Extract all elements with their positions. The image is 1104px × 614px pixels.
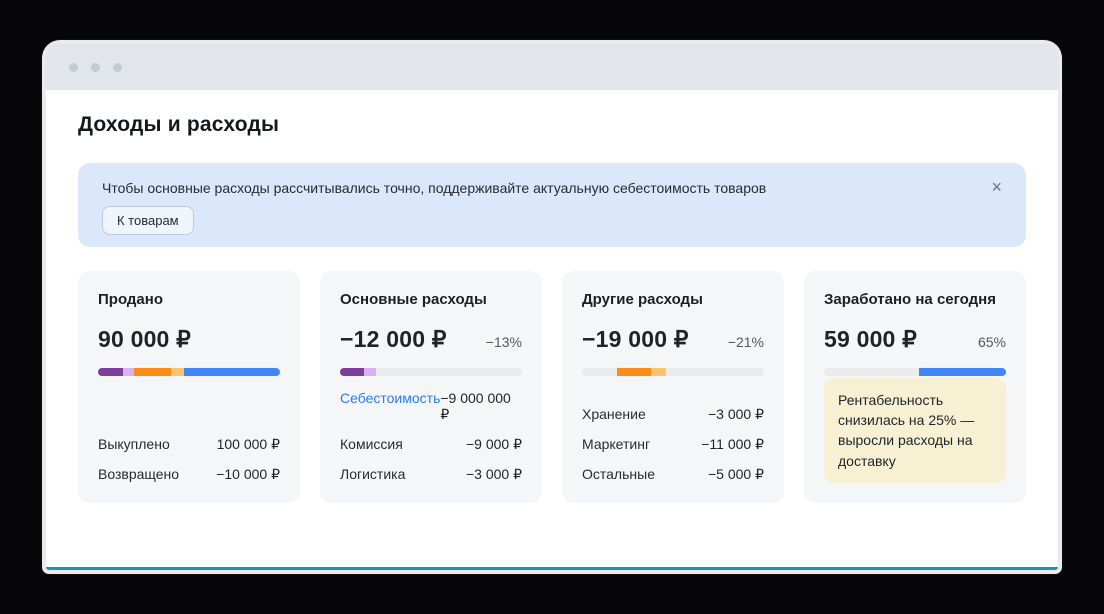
table-row: Комиссия −9 000 ₽ bbox=[340, 436, 522, 453]
card-title: Заработано на сегодня bbox=[824, 291, 996, 308]
card-percent: −13% bbox=[485, 334, 522, 350]
table-row: Хранение −3 000 ₽ bbox=[582, 406, 764, 423]
segmented-progress-bar bbox=[98, 368, 280, 376]
table-row: Выкуплено 100 000 ₽ bbox=[98, 436, 280, 453]
row-label: Выкуплено bbox=[98, 436, 170, 452]
row-value: −10 000 ₽ bbox=[216, 466, 280, 482]
row-value: −5 000 ₽ bbox=[707, 466, 764, 482]
table-row: Возвращено −10 000 ₽ bbox=[98, 466, 280, 483]
row-value: −3 000 ₽ bbox=[707, 406, 764, 422]
info-banner: Чтобы основные расходы рассчитывались то… bbox=[78, 163, 1026, 247]
row-label: Остальные bbox=[582, 466, 655, 482]
window-titlebar bbox=[46, 44, 1058, 90]
table-row: Маркетинг −11 000 ₽ bbox=[582, 436, 764, 453]
card-value: 90 000 ₽ bbox=[98, 326, 191, 352]
table-row: Себестоимость −9 000 000 ₽ bbox=[340, 390, 522, 423]
row-value: −3 000 ₽ bbox=[465, 466, 522, 482]
row-value: −9 000 000 ₽ bbox=[440, 390, 511, 422]
go-to-products-button[interactable]: К товарам bbox=[102, 206, 194, 235]
window-dot-icon bbox=[113, 62, 122, 72]
card-percent: 65% bbox=[977, 334, 1006, 350]
card-sold: Продано 90 000 ₽ Выкуплено 100 000 ₽ Воз… bbox=[78, 271, 300, 503]
banner-message: Чтобы основные расходы рассчитывались то… bbox=[102, 180, 767, 196]
row-value: −11 000 ₽ bbox=[701, 436, 764, 452]
card-main-expenses: Основные расходы −12 000 ₽ −13% Себестои… bbox=[320, 271, 542, 503]
segmented-progress-bar bbox=[582, 368, 764, 376]
card-title: Продано bbox=[98, 291, 163, 308]
row-value: −9 000 ₽ bbox=[465, 436, 522, 452]
profitability-note: Рентабельность снизилась на 25% — выросл… bbox=[824, 377, 1006, 483]
card-earned-today: Заработано на сегодня 59 000 ₽ 65% Рента… bbox=[804, 271, 1026, 503]
window-dot-icon bbox=[69, 62, 78, 72]
card-percent: −21% bbox=[727, 334, 764, 350]
app-window: Доходы и расходы Чтобы основные расходы … bbox=[46, 44, 1058, 570]
card-value: −12 000 ₽ bbox=[340, 326, 447, 352]
page-title: Доходы и расходы bbox=[78, 113, 280, 136]
page-content: Доходы и расходы Чтобы основные расходы … bbox=[46, 113, 1058, 503]
row-label: Маркетинг bbox=[582, 436, 651, 452]
table-row: Логистика −3 000 ₽ bbox=[340, 466, 522, 483]
row-label: Хранение bbox=[582, 406, 646, 422]
segmented-progress-bar bbox=[824, 368, 1006, 376]
window-dot-icon bbox=[91, 62, 100, 72]
segmented-progress-bar bbox=[340, 368, 522, 376]
card-title: Основные расходы bbox=[340, 291, 487, 308]
card-other-expenses: Другие расходы −19 000 ₽ −21% Хранение −… bbox=[562, 271, 784, 503]
card-value: 59 000 ₽ bbox=[824, 326, 917, 352]
table-row: Остальные −5 000 ₽ bbox=[582, 466, 764, 483]
row-value: 100 000 ₽ bbox=[216, 436, 280, 452]
row-label: Возвращено bbox=[98, 466, 180, 482]
close-icon[interactable]: × bbox=[991, 177, 1002, 197]
row-label: Комиссия bbox=[340, 436, 403, 452]
card-value: −19 000 ₽ bbox=[582, 326, 689, 352]
card-title: Другие расходы bbox=[582, 291, 703, 308]
row-label: Логистика bbox=[340, 466, 406, 482]
stat-cards-row: Продано 90 000 ₽ Выкуплено 100 000 ₽ Воз… bbox=[78, 271, 1026, 503]
cost-price-link[interactable]: Себестоимость bbox=[340, 390, 441, 406]
